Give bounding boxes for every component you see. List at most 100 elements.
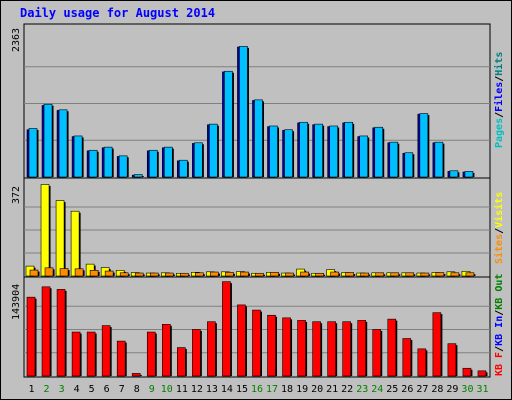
- x-tick-label: 20: [311, 384, 323, 395]
- bar-sites: [330, 271, 339, 277]
- legend-hits-files-pages: Pages/Files/Hits: [493, 52, 505, 148]
- legend-pages: Pages: [494, 118, 505, 148]
- x-tick-label: 22: [341, 384, 353, 395]
- x-tick-label: 18: [281, 384, 293, 395]
- bar-kbytes: [26, 296, 36, 377]
- bar-kbytes: [417, 348, 427, 377]
- x-tick-label: 5: [89, 384, 95, 395]
- x-tick-label: 10: [161, 384, 173, 395]
- panel-visits-max-label: 372: [11, 186, 22, 204]
- x-tick-label: 12: [191, 384, 203, 395]
- x-tick-label: 17: [266, 384, 278, 395]
- bar-hits: [314, 123, 323, 178]
- bar-kbytes: [297, 320, 306, 377]
- x-tick-label: 26: [401, 384, 413, 395]
- chart-title: Daily usage for August 2014: [20, 6, 215, 20]
- x-tick-label: 19: [296, 384, 308, 395]
- legend-hits: Hits: [493, 52, 505, 76]
- bar-hits: [269, 125, 278, 178]
- bar-kbytes: [432, 312, 442, 377]
- bar-kbytes: [146, 331, 156, 377]
- bar-kbytes: [86, 331, 96, 377]
- bar-sites: [285, 272, 294, 277]
- bar-kbytes: [342, 321, 351, 377]
- bar-sites: [119, 272, 129, 277]
- bar-kbytes: [101, 325, 111, 377]
- x-tick-label: 31: [476, 384, 488, 395]
- bar-sites: [375, 272, 385, 277]
- x-tick-label: 29: [446, 384, 458, 395]
- bar-visits: [55, 200, 65, 277]
- x-tick-label: 30: [461, 384, 473, 395]
- bar-kbytes: [357, 320, 367, 377]
- legend-kb-f: KB F: [494, 352, 505, 376]
- bar-hits: [73, 135, 83, 178]
- bar-hits: [344, 121, 353, 178]
- bar-hits: [133, 174, 143, 178]
- bar-hits: [118, 155, 128, 178]
- bar-sites: [465, 272, 475, 277]
- bar-hits: [28, 128, 38, 178]
- svg-text:KB F/KB In/KB Out: KB F/KB In/KB Out: [494, 274, 505, 376]
- x-tick-label: 25: [386, 384, 398, 395]
- x-tick-label: 1: [29, 384, 35, 395]
- bar-hits: [449, 170, 459, 178]
- bar-kbytes: [402, 338, 412, 377]
- panel-kbytes-max-label: 143904: [11, 284, 22, 320]
- bar-kbytes: [192, 329, 201, 377]
- bar-sites: [149, 272, 159, 277]
- x-tick-label: 7: [119, 384, 125, 395]
- bar-sites: [405, 272, 415, 277]
- x-tick-label: 4: [74, 384, 80, 395]
- legend-files: Files: [493, 82, 505, 112]
- bar-hits: [284, 129, 293, 178]
- legend-kb: KB F/KB In/KB Out: [494, 274, 505, 376]
- bar-hits: [299, 121, 308, 178]
- bar-sites: [225, 271, 234, 277]
- legend-visits: Visits: [493, 192, 505, 228]
- bar-kbytes: [237, 304, 246, 377]
- chart-bars: [25, 46, 488, 377]
- bar-kbytes: [327, 321, 336, 377]
- bar-hits: [239, 46, 248, 178]
- bar-sites: [164, 272, 174, 277]
- bar-hits: [88, 149, 98, 178]
- bar-sites: [210, 271, 219, 277]
- bar-hits: [209, 123, 218, 178]
- bar-sites: [390, 272, 400, 277]
- bar-sites: [134, 272, 144, 277]
- legend-kb-out: KB Out: [494, 274, 505, 310]
- x-tick-label: 13: [206, 384, 218, 395]
- x-tick-label: 2: [44, 384, 50, 395]
- bar-sites: [240, 271, 249, 277]
- x-tick-label: 15: [236, 384, 248, 395]
- bar-hits: [224, 70, 233, 178]
- bar-sites: [59, 268, 69, 277]
- bar-sites: [255, 272, 264, 277]
- x-tick-label: 16: [251, 384, 263, 395]
- bar-kbytes: [447, 343, 457, 377]
- bar-sites: [270, 271, 279, 277]
- bar-kbytes: [131, 373, 141, 377]
- bar-hits: [148, 149, 158, 178]
- bar-kbytes: [71, 331, 81, 377]
- panel-frame-2: [23, 177, 491, 278]
- chart-panels: [23, 23, 491, 378]
- bar-sites: [44, 267, 54, 277]
- bar-sites: [195, 272, 204, 277]
- bar-kbytes: [312, 321, 321, 377]
- bar-sites: [345, 272, 354, 277]
- bar-hits: [404, 152, 414, 178]
- bar-sites: [420, 272, 430, 277]
- x-tick-label: 8: [134, 384, 140, 395]
- bar-kbytes: [282, 317, 291, 377]
- svg-text:Pages/Files/Hits: Pages/Files/Hits: [493, 52, 505, 148]
- x-tick-label: 3: [59, 384, 65, 395]
- bar-kbytes: [372, 329, 382, 377]
- bar-kbytes: [222, 281, 231, 377]
- bar-hits: [359, 135, 369, 178]
- bar-sites: [315, 272, 324, 277]
- bar-kbytes: [252, 309, 261, 377]
- bar-sites: [180, 272, 189, 277]
